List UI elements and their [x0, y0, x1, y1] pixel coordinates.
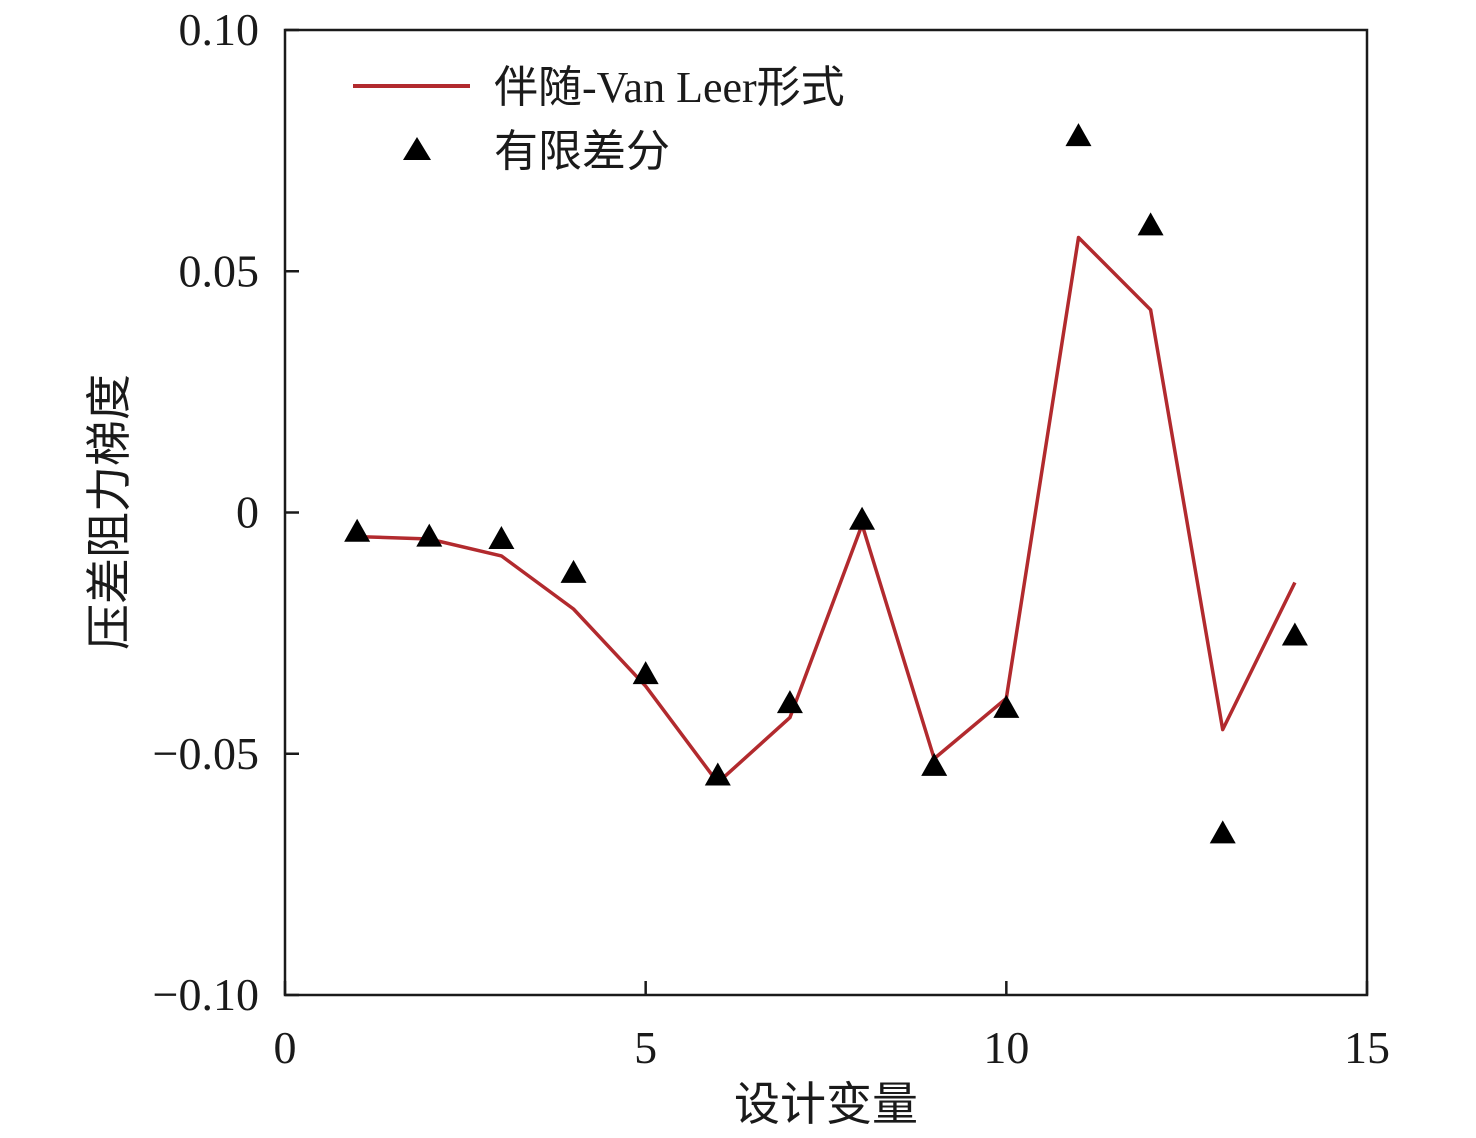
y-axis: 0.10 0.05 0 −0.05 −0.10	[153, 4, 299, 1020]
plot-frame	[283, 28, 1369, 997]
legend-label-adjoint: 伴随-Van Leer形式	[494, 63, 845, 112]
data-point-finite-difference	[1065, 123, 1092, 147]
data-point-finite-difference	[1281, 622, 1308, 646]
data-point-finite-difference	[344, 518, 371, 542]
data-point-finite-difference	[560, 559, 587, 583]
legend: 伴随-Van Leer形式 有限差分	[353, 63, 845, 176]
legend-label-finite-difference: 有限差分	[494, 127, 670, 176]
data-point-finite-difference	[632, 661, 659, 685]
x-axis: 0 5 10 15	[274, 981, 1390, 1073]
x-tick-label: 10	[983, 1022, 1029, 1073]
y-tick-label: 0.05	[179, 245, 260, 296]
data-point-finite-difference	[488, 526, 515, 550]
data-point-finite-difference	[993, 694, 1020, 718]
data-point-finite-difference	[416, 523, 443, 547]
y-tick-label: 0	[236, 487, 259, 538]
y-tick-label: 0.10	[179, 4, 260, 55]
series-layer	[344, 123, 1308, 844]
y-tick-label: −0.10	[153, 969, 259, 1020]
x-axis-label: 设计变量	[734, 1077, 918, 1131]
series-line-adjoint	[357, 235, 1297, 785]
x-tick-label: 0	[274, 1022, 297, 1073]
data-point-finite-difference	[704, 762, 731, 786]
data-point-finite-difference	[1137, 212, 1164, 236]
data-point-finite-difference	[921, 752, 948, 776]
legend-triangle-swatch	[403, 137, 431, 160]
data-point-finite-difference	[849, 506, 876, 530]
data-point-finite-difference	[776, 690, 803, 714]
y-axis-label: 压差阻力梯度	[82, 374, 136, 650]
data-point-finite-difference	[1209, 820, 1236, 844]
x-tick-label: 15	[1344, 1022, 1390, 1073]
y-tick-label: −0.05	[153, 728, 259, 779]
x-tick-label: 5	[634, 1022, 657, 1073]
